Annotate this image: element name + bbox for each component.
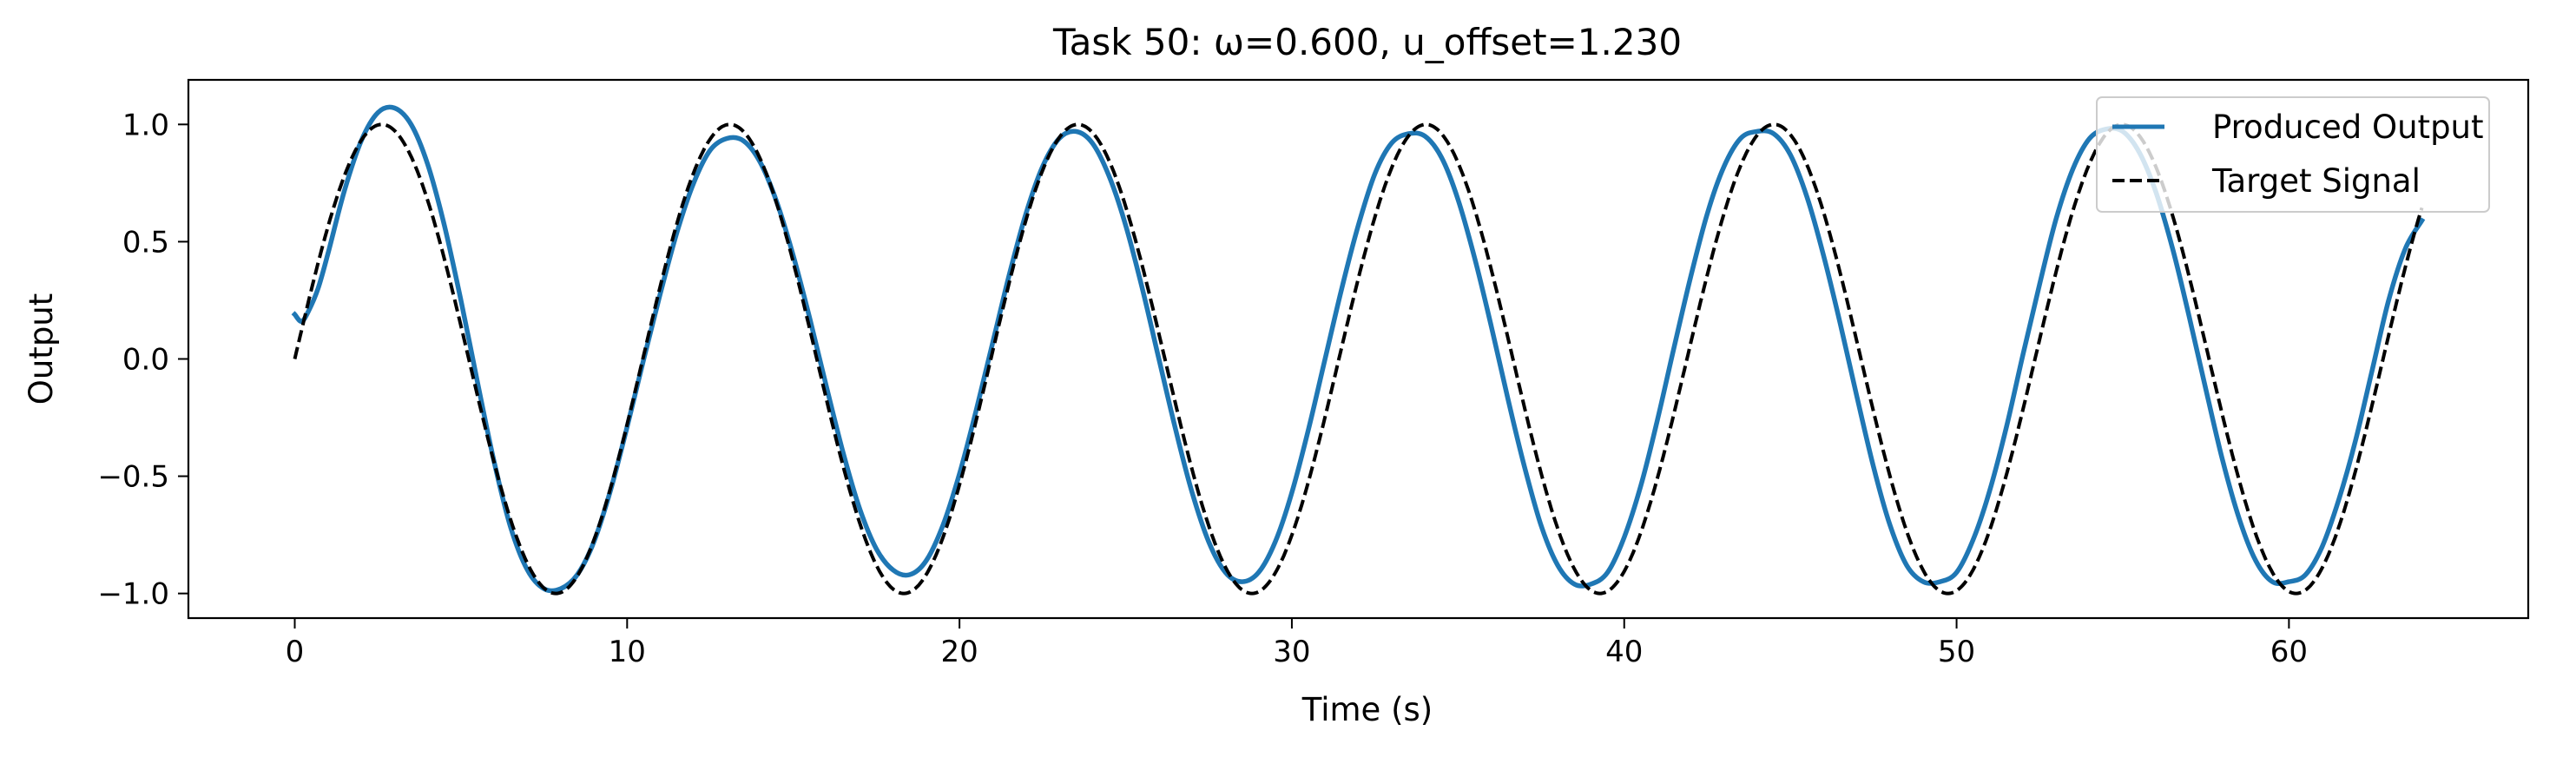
legend-label-produced-output: Produced Output xyxy=(2212,109,2484,146)
x-axis-label: Time (s) xyxy=(1301,691,1433,728)
x-tick-label: 10 xyxy=(609,635,646,669)
series-line-produced-output xyxy=(291,104,2426,594)
y-tick-label: 0.5 xyxy=(122,225,169,260)
x-tick-label: 50 xyxy=(1938,635,1975,669)
legend-label-target-signal: Target Signal xyxy=(2211,162,2421,200)
chart-title: Task 50: ω=0.600, u_offset=1.230 xyxy=(1052,21,1682,63)
x-tick-label: 30 xyxy=(1273,635,1310,669)
legend: Produced Output Target Signal xyxy=(2096,96,2490,213)
y-tick-label: 1.0 xyxy=(122,108,169,142)
y-tick-label: 0.0 xyxy=(122,342,169,377)
y-axis: −1.0 −0.5 0.0 0.5 1.0 xyxy=(97,108,188,612)
y-axis-label: Output xyxy=(23,293,60,405)
plot-frame xyxy=(187,78,2530,620)
x-tick-label: 0 xyxy=(286,635,305,669)
x-tick-label: 60 xyxy=(2270,635,2308,669)
plot-area xyxy=(291,104,2426,596)
x-axis: 0 10 20 30 40 50 60 xyxy=(286,618,2308,669)
y-tick-label: −1.0 xyxy=(97,577,169,612)
series-line-target-signal xyxy=(293,122,2424,596)
y-tick-label: −0.5 xyxy=(97,460,169,495)
x-tick-label: 40 xyxy=(1605,635,1643,669)
x-tick-label: 20 xyxy=(940,635,978,669)
legend-box xyxy=(2096,96,2490,213)
